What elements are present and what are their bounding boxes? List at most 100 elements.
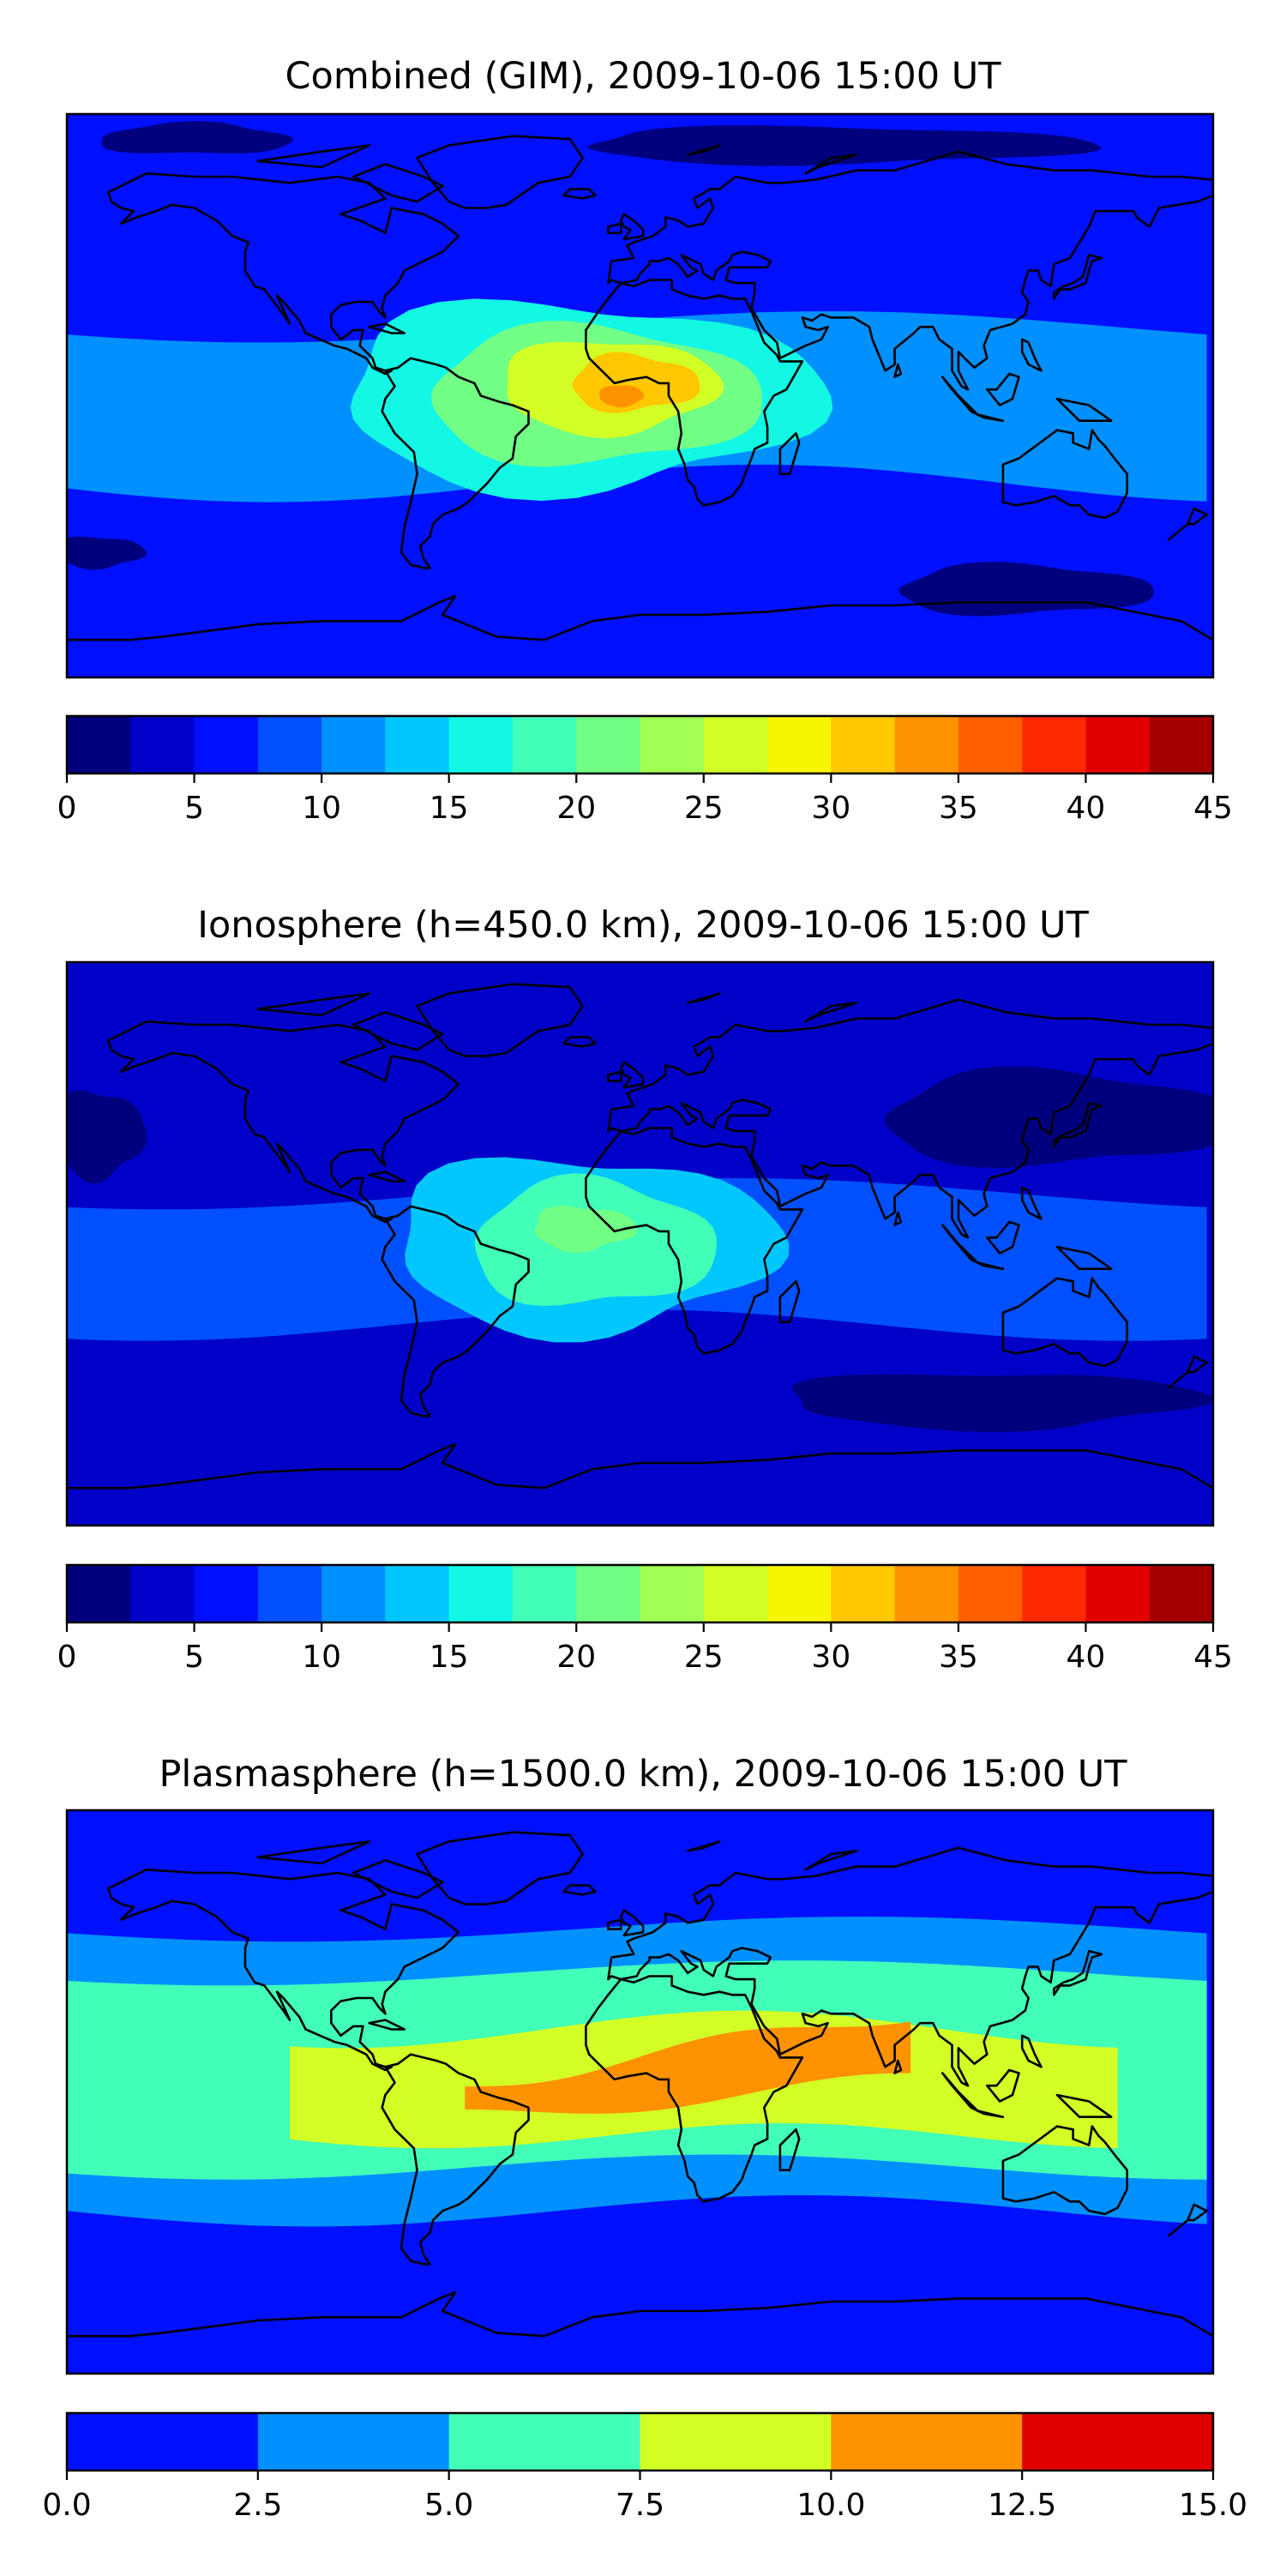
field-minimum-region — [884, 1066, 1213, 1168]
coastline-bo — [986, 2068, 1020, 2103]
colorbar: 0.0 2.5 5.0 7.5 10.0 12.5 15.0 — [42, 2411, 1247, 2523]
coastline-au — [1001, 2125, 1128, 2216]
coastline-af — [585, 1975, 804, 2203]
colorbar-swatch — [512, 716, 577, 773]
coastlines — [67, 135, 1213, 641]
colorbar-swatch — [831, 1565, 896, 1622]
map-field — [67, 1810, 1213, 2374]
coastline-sv — [686, 144, 721, 156]
coastline-su — [941, 2072, 979, 2112]
colorbar-swatch — [385, 716, 450, 773]
colorbar-tick-label: 20 — [556, 1640, 596, 1675]
colorbar-tick-label: 10 — [302, 791, 341, 826]
coastline-uk — [619, 213, 645, 241]
coastline-nz — [1167, 2203, 1208, 2237]
coastline-nov — [804, 1002, 858, 1023]
coastline-sr — [893, 2059, 903, 2074]
colorbar-tick-label: 20 — [556, 791, 596, 826]
colorbar-swatch — [448, 716, 514, 773]
coastline-na — [107, 1869, 460, 2072]
colorbar-tick-label: 15.0 — [1179, 2488, 1247, 2523]
colorbar-swatch — [1085, 716, 1151, 773]
colorbar-tick-label: 5.0 — [424, 2488, 473, 2523]
coastline-jp — [1053, 1950, 1103, 1996]
colorbar-swatch — [1085, 1565, 1151, 1622]
colorbar-swatch — [1149, 1565, 1214, 1622]
coastline-eu — [607, 998, 1213, 1239]
field-contour-region — [534, 1206, 638, 1253]
coastline-na — [107, 1020, 460, 1224]
coastline-ja — [976, 413, 1005, 422]
colorbar-swatch — [322, 716, 386, 773]
colorbar-frame — [65, 1563, 1215, 1624]
map-field — [67, 962, 1213, 1526]
coastline-ic — [562, 1036, 597, 1048]
colorbar-swatch — [831, 2413, 1023, 2471]
field-minimum-region — [791, 1374, 1213, 1433]
map-frame — [65, 1809, 1215, 2375]
coastline-bi — [352, 1859, 444, 1899]
colorbar-tick-label: 0 — [57, 1640, 77, 1675]
colorbar-swatch — [512, 1565, 577, 1622]
coastline-ca — [256, 1840, 371, 1865]
colorbar-swatch — [1149, 716, 1214, 773]
colorbar-swatch — [257, 1565, 322, 1622]
coastline-ca — [256, 992, 371, 1017]
coastline-md — [778, 2128, 801, 2171]
coastline-bi — [352, 1011, 444, 1051]
colorbar-swatch — [894, 716, 959, 773]
colorbar-swatch — [194, 716, 259, 773]
coastline-sv — [686, 992, 721, 1004]
colorbar-tick-label: 12.5 — [988, 2488, 1056, 2523]
coastline-sr — [893, 1211, 903, 1226]
colorbar-tick-label: 15 — [430, 1640, 469, 1675]
colorbar-swatch — [448, 2413, 641, 2471]
colorbar-tick-label: 10 — [302, 1640, 341, 1675]
coastline-eu — [607, 150, 1213, 391]
colorbar-tick-label: 0 — [57, 791, 77, 826]
coastline-af — [585, 279, 804, 507]
field-minimum-region — [67, 536, 147, 570]
coastline-na — [107, 172, 460, 376]
coastline-su — [941, 1224, 979, 1264]
coastline-md — [778, 1280, 801, 1323]
coastline-sr — [893, 363, 903, 378]
colorbar-swatch — [703, 1565, 768, 1622]
colorbar-swatch — [257, 716, 322, 773]
colorbar-swatch — [640, 1565, 705, 1622]
coastline-ic — [562, 188, 597, 200]
colorbar-swatch — [67, 716, 131, 773]
panel-combined: Combined (GIM), 2009-10-06 15:00 UT 0 5 10… — [57, 55, 1233, 826]
coastline-uk — [619, 1061, 645, 1089]
coastline-gr — [416, 1831, 584, 1905]
coastline-bo — [986, 1220, 1020, 1255]
coastline-ir — [607, 1918, 622, 1930]
coastline-ir — [607, 222, 622, 234]
map-frame — [65, 960, 1215, 1527]
colorbar-swatch — [1022, 2413, 1214, 2471]
colorbar-swatch — [1022, 716, 1087, 773]
panel-title: Plasmasphere (h=1500.0 km), 2009-10-06 1… — [159, 1753, 1127, 1796]
coastline-sa — [381, 2053, 530, 2266]
coastline-ng — [1055, 2093, 1113, 2118]
field-minimum-region — [67, 1090, 147, 1184]
coastline-nz — [1167, 1355, 1208, 1389]
coastline-ic — [562, 1884, 597, 1896]
coastline-gr — [416, 983, 584, 1057]
colorbar-swatch — [67, 2413, 259, 2471]
colorbar-tick-label: 35 — [939, 1640, 978, 1675]
colorbar-swatch — [576, 716, 641, 773]
coastline-ng — [1055, 1245, 1113, 1270]
coastline-ja — [976, 2110, 1005, 2118]
colorbar-tick-label: 35 — [939, 791, 978, 826]
colorbar-swatch — [703, 716, 768, 773]
coastline-ph — [1020, 338, 1043, 372]
coastline-ph — [1020, 2034, 1043, 2068]
colorbar-swatch — [257, 2413, 450, 2471]
coastline-cu — [368, 2019, 406, 2031]
coastline-ja — [976, 1261, 1005, 1270]
colorbar-swatch — [67, 1565, 131, 1622]
panel-title: Combined (GIM), 2009-10-06 15:00 UT — [285, 55, 1001, 98]
colorbar-tick-label: 5 — [184, 791, 204, 826]
